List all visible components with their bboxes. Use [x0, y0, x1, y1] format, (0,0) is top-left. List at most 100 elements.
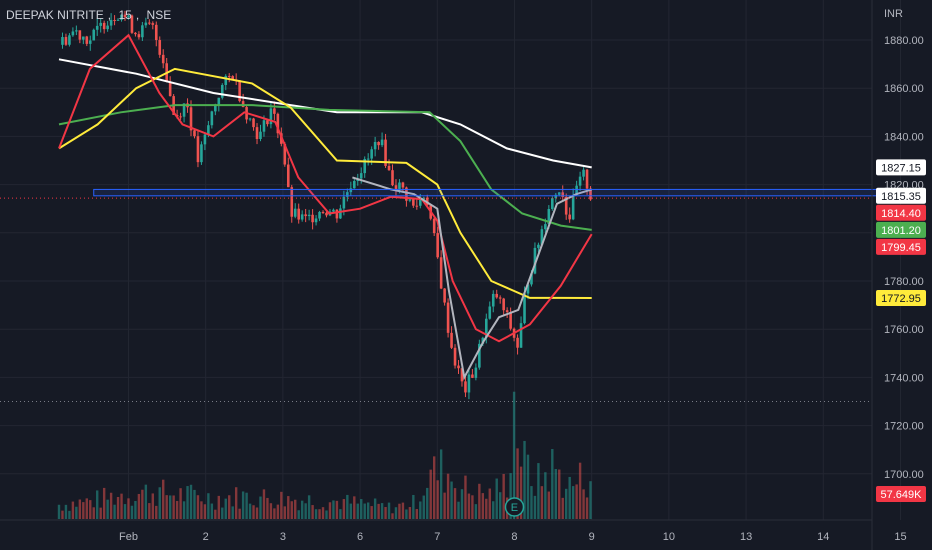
candle-body: [391, 170, 394, 186]
volume-bar: [148, 503, 151, 519]
candle-body: [283, 143, 287, 165]
price-tick-label: 1880.00: [884, 35, 924, 47]
candle-body: [422, 197, 426, 200]
candle-body: [366, 158, 370, 160]
time-tick-label: Feb: [119, 531, 138, 543]
volume-bar: [196, 495, 200, 519]
candle-body: [269, 108, 273, 125]
price-label-tag: [876, 289, 926, 306]
volume-bar: [255, 507, 259, 519]
candle-body: [193, 130, 196, 137]
volume-bar: [426, 487, 429, 519]
candle-body: [276, 113, 280, 134]
candle-body: [75, 30, 78, 32]
volume-bar: [478, 483, 481, 519]
volume-bar: [92, 507, 95, 519]
price-label-text: 1827.15: [881, 162, 921, 174]
volume-bar: [335, 500, 339, 519]
volume-bar: [304, 503, 307, 519]
volume-bar: [130, 505, 134, 519]
volume-bar: [547, 491, 551, 519]
candle-body: [214, 104, 217, 112]
volume-bar: [512, 391, 516, 519]
candle-body: [460, 368, 464, 382]
volume-bar: [356, 503, 359, 519]
volume-bar: [405, 509, 408, 519]
horizontal-zone-box[interactable]: [93, 188, 894, 197]
volume-bar: [259, 496, 262, 519]
candle-body: [398, 182, 401, 190]
volume-bar: [311, 505, 314, 519]
volume-bar: [332, 500, 335, 519]
volume-bar: [123, 504, 127, 519]
volume-bar: [189, 484, 193, 519]
volume-bar: [318, 509, 321, 519]
price-label-text: 1799.45: [881, 242, 921, 254]
volume-bar: [162, 479, 165, 519]
volume-bar: [314, 509, 318, 519]
volume-bar: [221, 507, 224, 519]
candle-body: [373, 141, 377, 150]
volume-bar: [307, 495, 311, 519]
candle-body: [339, 208, 342, 219]
volume-bar: [328, 502, 332, 519]
candle-body: [453, 347, 457, 366]
moving-average-line: [58, 104, 592, 231]
price-tick-label: 1780.00: [884, 276, 924, 288]
candle-body: [523, 293, 526, 324]
volume-bar: [82, 502, 85, 519]
volume-bar: [99, 507, 102, 519]
candle-body: [474, 367, 478, 378]
candle-body: [307, 214, 311, 217]
volume-bar: [408, 507, 412, 519]
candle-body: [582, 169, 585, 177]
volume-bar: [113, 504, 116, 519]
volume-bar: [519, 466, 523, 519]
candle-body: [300, 214, 304, 220]
volume-bar: [436, 480, 439, 519]
candle-body: [85, 36, 89, 44]
moving-average-line: [58, 58, 592, 169]
price-label-text: 1772.95: [881, 293, 921, 305]
candle-body: [346, 192, 349, 197]
volume-bar: [300, 500, 304, 519]
candle-body: [432, 218, 436, 234]
price-label-text: 1815.35: [881, 191, 921, 203]
volume-bar: [439, 449, 443, 519]
earnings-icon[interactable]: [504, 497, 525, 517]
candle-body: [384, 139, 387, 166]
volume-bar: [571, 486, 575, 519]
volume-bar: [71, 501, 75, 519]
candle-body: [210, 111, 214, 126]
candle-body: [325, 212, 328, 216]
candle-body: [439, 257, 443, 289]
symbol-name: DEEPAK NITRITE: [6, 8, 104, 22]
candle-body: [377, 141, 380, 146]
volume-bar: [168, 495, 172, 519]
candle-body: [554, 194, 558, 199]
time-tick-label: 8: [511, 531, 517, 543]
volume-bar: [262, 489, 266, 519]
volume-bar: [290, 501, 293, 519]
candle-body: [415, 205, 419, 207]
moving-average-line: [58, 67, 592, 299]
volume-bar: [193, 489, 196, 519]
volume-bar: [502, 473, 505, 519]
volume-bar: [578, 462, 582, 519]
volume-bar: [210, 503, 214, 519]
volume-bar: [109, 492, 113, 519]
volume-bar: [561, 497, 564, 519]
volume-bar: [366, 502, 370, 519]
candle-body: [478, 343, 481, 368]
candle-body: [387, 165, 391, 171]
candle-body: [179, 116, 182, 118]
candle-body: [564, 196, 568, 215]
candle-body: [464, 381, 467, 393]
volume-bar: [488, 488, 491, 519]
candle-body: [394, 185, 398, 190]
volume-bar: [238, 508, 241, 519]
volume-bar: [523, 440, 526, 519]
volume-bar: [203, 504, 207, 519]
